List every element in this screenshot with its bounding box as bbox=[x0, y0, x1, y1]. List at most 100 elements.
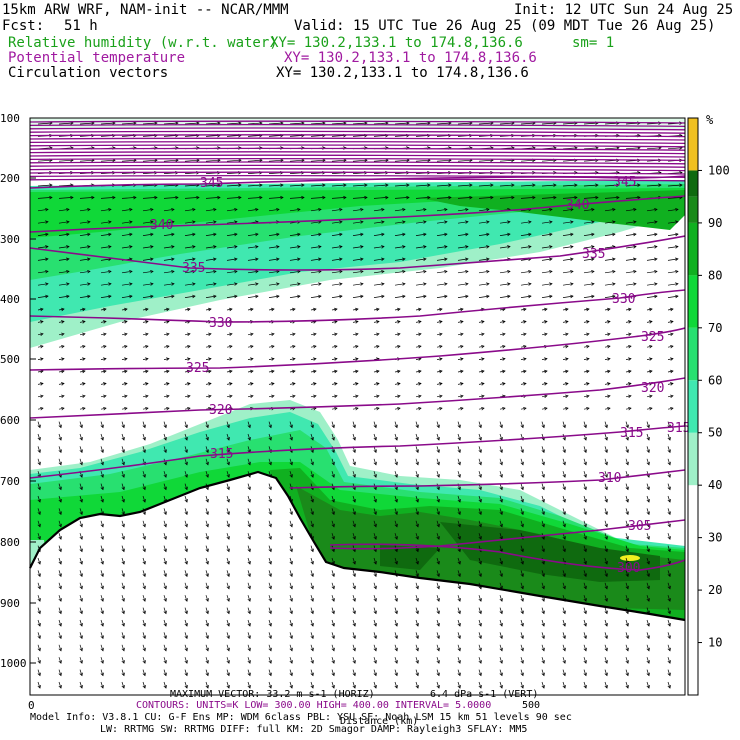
circulation-vector bbox=[100, 632, 104, 639]
circulation-vector bbox=[520, 246, 532, 249]
circulation-vector bbox=[310, 184, 326, 187]
circulation-vector bbox=[184, 221, 196, 224]
circulation-vector-head bbox=[625, 622, 629, 627]
circulation-vector bbox=[457, 669, 461, 676]
circulation-vector-head bbox=[423, 207, 427, 212]
circulation-vector-head bbox=[478, 672, 482, 677]
circulation-vector-head bbox=[565, 394, 569, 398]
circulation-vector-head bbox=[58, 660, 62, 664]
circulation-vector bbox=[121, 545, 125, 552]
circulation-vector bbox=[457, 495, 461, 503]
circulation-vector-head bbox=[331, 461, 335, 466]
circulation-vector bbox=[541, 159, 557, 162]
circulation-vector-head bbox=[103, 394, 107, 398]
circulation-vector-head bbox=[612, 294, 616, 299]
circulation-vector bbox=[142, 657, 146, 664]
circulation-vector bbox=[457, 657, 461, 664]
circulation-vector bbox=[184, 333, 191, 336]
circulation-vector-head bbox=[184, 560, 188, 565]
circulation-vector bbox=[373, 184, 389, 187]
circulation-vector-head bbox=[163, 647, 167, 652]
circulation-vector-head bbox=[457, 461, 461, 466]
circulation-vector-head bbox=[436, 474, 440, 478]
circulation-vector bbox=[184, 570, 188, 577]
circulation-vector bbox=[478, 221, 490, 224]
circulation-vector bbox=[100, 159, 116, 162]
circulation-vector-head bbox=[40, 394, 44, 398]
colorbar-tick-label: 80 bbox=[708, 268, 722, 282]
circulation-vector bbox=[352, 421, 356, 428]
circulation-vector-head bbox=[439, 307, 443, 312]
circulation-vector-head bbox=[79, 498, 83, 503]
circulation-vector bbox=[646, 632, 650, 639]
circulation-vector bbox=[184, 657, 188, 664]
circulation-vector-head bbox=[247, 461, 251, 466]
circulation-vector-head bbox=[586, 357, 590, 361]
circulation-vector-head bbox=[415, 672, 419, 677]
circulation-vector bbox=[37, 619, 41, 627]
circulation-vector bbox=[520, 122, 536, 125]
circulation-vector bbox=[394, 520, 398, 527]
circulation-vector-head bbox=[276, 245, 280, 249]
circulation-vector bbox=[226, 197, 242, 199]
circulation-vector-head bbox=[628, 369, 632, 374]
circulation-vector bbox=[268, 533, 272, 540]
circulation-vector bbox=[37, 433, 41, 441]
circulation-vector bbox=[352, 358, 359, 360]
circulation-vector bbox=[205, 270, 217, 274]
circulation-vector-head bbox=[502, 344, 506, 349]
circulation-vector bbox=[142, 557, 146, 565]
circulation-vector-head bbox=[583, 498, 587, 503]
circulation-vector bbox=[457, 508, 461, 515]
circulation-vector-head bbox=[37, 486, 41, 491]
circulation-vector-head bbox=[234, 294, 238, 299]
circulation-vector bbox=[142, 221, 154, 224]
circulation-vector bbox=[457, 595, 461, 602]
circulation-vector bbox=[520, 458, 524, 465]
theta-contour-upper bbox=[30, 123, 685, 128]
circulation-vector bbox=[499, 471, 503, 478]
circulation-vector-head bbox=[61, 382, 65, 386]
circulation-vector-head bbox=[100, 486, 104, 491]
circulation-vector bbox=[205, 135, 221, 137]
circulation-vector bbox=[667, 395, 674, 398]
circulation-vector bbox=[415, 308, 422, 311]
circulation-vector-head bbox=[583, 474, 587, 478]
circulation-vector-head bbox=[418, 320, 422, 324]
circulation-vector-head bbox=[58, 647, 62, 652]
circulation-vector-head bbox=[654, 294, 658, 299]
theta-contour-upper bbox=[30, 178, 685, 182]
circulation-vector bbox=[289, 582, 293, 589]
circulation-vector-head bbox=[381, 257, 385, 261]
circulation-vector bbox=[478, 557, 482, 565]
circulation-vector-head bbox=[415, 498, 419, 503]
circulation-vector bbox=[184, 607, 188, 614]
circulation-vector bbox=[142, 159, 158, 162]
circulation-vector bbox=[205, 208, 217, 212]
circulation-vector bbox=[394, 233, 406, 236]
circulation-vector bbox=[100, 208, 112, 212]
circulation-vector-head bbox=[457, 585, 461, 590]
circulation-vector-head bbox=[604, 548, 608, 553]
circulation-vector-head bbox=[625, 585, 629, 590]
circulation-vector bbox=[583, 370, 590, 373]
circulation-vector bbox=[100, 383, 107, 385]
circulation-vector-head bbox=[436, 598, 440, 602]
circulation-vector bbox=[121, 557, 125, 565]
circulation-vector bbox=[163, 644, 167, 651]
circulation-vector bbox=[499, 446, 503, 453]
circulation-vector bbox=[667, 570, 671, 577]
circulation-vector bbox=[58, 582, 62, 589]
circulation-vector bbox=[247, 557, 251, 565]
circulation-vector bbox=[604, 582, 608, 589]
circulation-vector-head bbox=[478, 523, 482, 528]
circulation-vector bbox=[520, 557, 524, 565]
circulation-vector bbox=[520, 283, 532, 286]
circulation-vector bbox=[625, 483, 629, 490]
circulation-vector-head bbox=[570, 269, 574, 274]
circulation-vector-head bbox=[37, 672, 41, 677]
colorbar-tick-label: 30 bbox=[708, 531, 722, 545]
circulation-vector bbox=[184, 345, 191, 348]
circulation-vector-head bbox=[460, 307, 464, 312]
theta-contour-label: 340 bbox=[150, 218, 173, 233]
